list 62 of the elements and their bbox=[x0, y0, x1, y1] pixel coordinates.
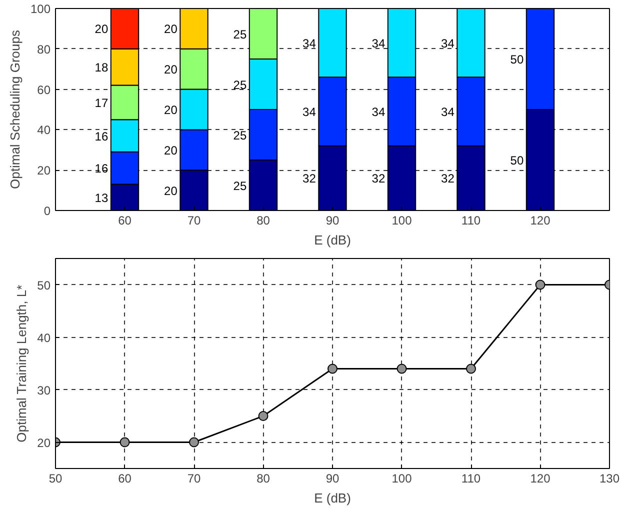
y-tick-label: 50 bbox=[37, 278, 51, 292]
y-tick-label: 20 bbox=[37, 436, 51, 450]
data-label: 34 bbox=[302, 36, 316, 50]
data-label: 50 bbox=[510, 52, 524, 66]
x-tick-label: 70 bbox=[187, 472, 201, 486]
x-axis-title: E (dB) bbox=[314, 490, 351, 506]
y-tick-label: 60 bbox=[37, 82, 51, 97]
data-label: 25 bbox=[233, 27, 247, 42]
data-label: 50 bbox=[510, 154, 524, 168]
data-label: 34 bbox=[441, 36, 455, 50]
data-label: 34 bbox=[372, 105, 386, 120]
x-tick-label: 70 bbox=[187, 214, 201, 228]
y-axis-title: Optimal Scheduling Groups bbox=[7, 30, 22, 189]
x-tick-label: 110 bbox=[461, 472, 481, 486]
point bbox=[189, 437, 199, 448]
y-tick-label: 40 bbox=[37, 330, 51, 345]
data-label: 20 bbox=[164, 22, 178, 36]
data-label: 16 bbox=[94, 129, 108, 144]
data-label: 34 bbox=[302, 105, 316, 120]
point bbox=[396, 364, 407, 374]
data-label: 20 bbox=[94, 22, 108, 36]
x-tick-label: 110 bbox=[461, 214, 481, 228]
data-label: 20 bbox=[164, 62, 178, 77]
y-tick-label: 0 bbox=[44, 204, 51, 218]
data-label: 32 bbox=[372, 172, 386, 186]
point bbox=[535, 280, 546, 290]
y-tick-label: 20 bbox=[37, 164, 51, 178]
x-axis-title: E (dB) bbox=[314, 232, 351, 248]
data-label: 20 bbox=[164, 184, 178, 198]
data-label: 34 bbox=[441, 105, 455, 120]
x-tick-label: 50 bbox=[48, 472, 62, 486]
data-label: 32 bbox=[441, 172, 455, 186]
x-tick-label: 90 bbox=[326, 214, 340, 228]
data-label: 32 bbox=[302, 172, 316, 186]
data-label: 25 bbox=[233, 128, 247, 142]
y-tick-label: 30 bbox=[37, 383, 51, 398]
x-tick-label: 130 bbox=[599, 472, 620, 486]
x-tick-label: 120 bbox=[530, 472, 551, 486]
x-tick-label: 90 bbox=[326, 472, 340, 486]
x-tick-label: 60 bbox=[118, 214, 132, 228]
data-label: 25 bbox=[233, 78, 247, 92]
data-label: 17 bbox=[94, 96, 108, 110]
data-label: 20 bbox=[164, 143, 178, 158]
point bbox=[258, 411, 268, 421]
y-tick-label: 80 bbox=[37, 42, 51, 56]
data-label: 13 bbox=[94, 190, 108, 205]
x-tick-label: 80 bbox=[256, 472, 270, 486]
point bbox=[328, 364, 338, 374]
x-tick-label: 80 bbox=[256, 214, 270, 228]
data-label: 20 bbox=[164, 103, 178, 117]
y-axis-title: Optimal Training Length, L* bbox=[14, 284, 30, 442]
data-label: 34 bbox=[372, 36, 386, 50]
point bbox=[120, 437, 130, 448]
point bbox=[466, 364, 476, 374]
y-tick-label: 100 bbox=[30, 2, 51, 16]
x-tick-label: 120 bbox=[530, 214, 551, 228]
x-tick-label: 100 bbox=[392, 472, 412, 486]
x-tick-label: 100 bbox=[392, 214, 412, 228]
y-tick-label: 40 bbox=[37, 123, 51, 138]
x-tick-label: 60 bbox=[118, 472, 132, 486]
data-label: 18 bbox=[94, 60, 108, 75]
data-label: 25 bbox=[233, 178, 247, 193]
